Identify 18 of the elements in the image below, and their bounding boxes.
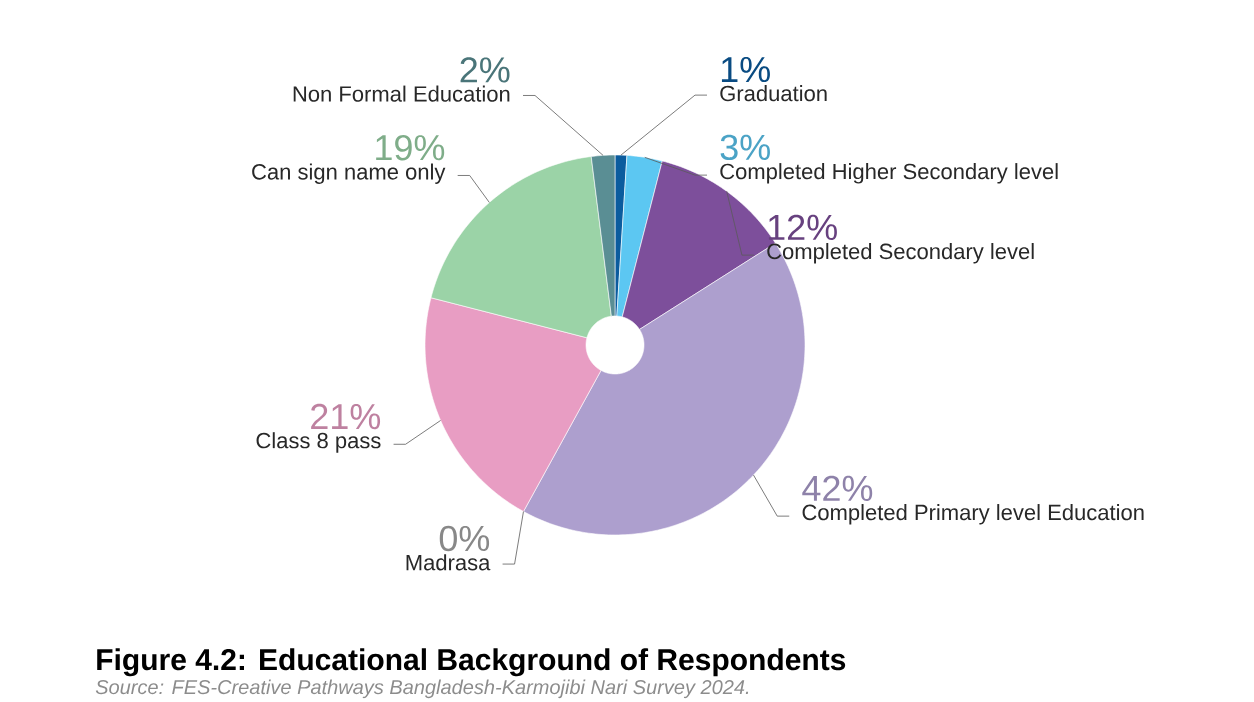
slice-label: Completed Secondary level (767, 243, 1034, 264)
slice-label: Non Formal Education (293, 85, 510, 102)
slice-label: Completed Higher Secondary level (720, 163, 1058, 184)
slice-label: Can sign name only (252, 163, 446, 184)
slice-label: Graduation (720, 85, 827, 102)
slice-label: Class 8 pass (256, 432, 381, 453)
data-label: 3% (720, 134, 770, 161)
data-label: 12% (768, 214, 837, 241)
category-label: Madrasa (406, 554, 491, 571)
text: Figure 4.2: Educational Background of Respondents (97, 648, 846, 677)
data-label: 1% (721, 56, 770, 83)
slice-label: Completed Primary level Education (802, 504, 1144, 525)
data-label: 2% (460, 57, 510, 83)
data-label: 19% (376, 135, 445, 161)
source-note: Source: FES-Creative Pathways Bangladesh-Karmojibi Nari Survey 2024. (95, 679, 749, 699)
data-label: 42% (802, 475, 873, 502)
text: 0% (439, 525, 490, 552)
data-label: 21% (311, 403, 381, 430)
